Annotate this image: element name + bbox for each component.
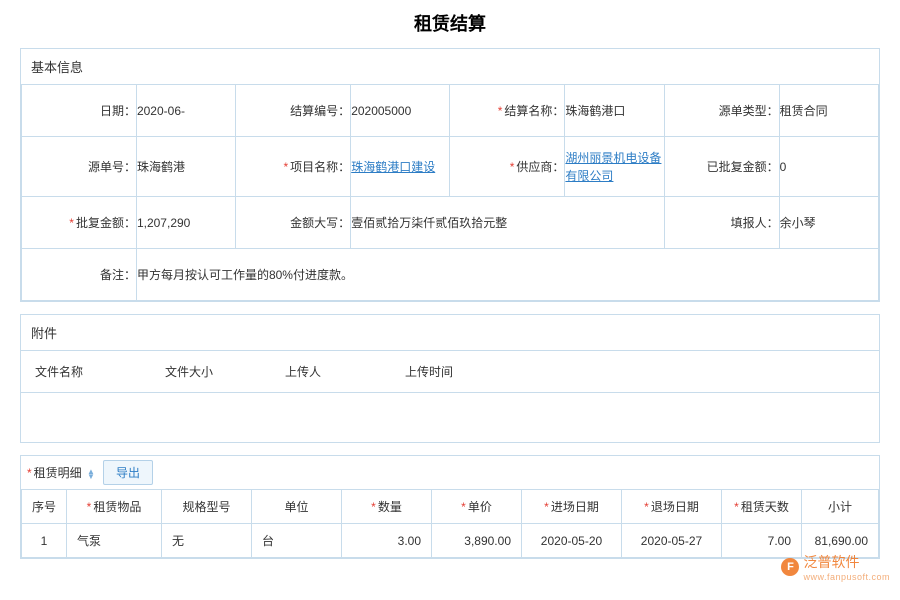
col-qty-text: 数量 xyxy=(378,500,402,514)
value-src-no: 珠海鹤港 xyxy=(136,137,235,197)
attachments-columns: 文件名称 文件大小 上传人 上传时间 xyxy=(21,350,879,392)
sort-icon[interactable]: ▲▼ xyxy=(87,469,95,479)
value-amt-cn: 壹佰贰拾万柒仟贰佰玖拾元整 xyxy=(351,197,665,249)
table-row: 1 气泵 无 台 3.00 3,890.00 2020-05-20 2020-0… xyxy=(22,524,879,558)
detail-tab[interactable]: *租赁明细 ▲▼ xyxy=(27,464,95,481)
col-days: *租赁天数 xyxy=(722,490,802,524)
attachments-header: 附件 xyxy=(21,315,879,350)
label-settle-name: *结算名称： xyxy=(450,85,565,137)
col-in-date-text: 进场日期 xyxy=(551,500,599,514)
label-remark: 备注： xyxy=(22,249,137,301)
cell-unit: 台 xyxy=(252,524,342,558)
label-reporter: 填报人： xyxy=(664,197,779,249)
col-subtotal: 小计 xyxy=(802,490,879,524)
basic-info-section: 基本信息 日期： 2020-06- 结算编号： 202005000 *结算名称：… xyxy=(20,48,880,302)
label-supplier: *供应商： xyxy=(450,137,565,197)
detail-tab-label: 租赁明细 xyxy=(34,466,82,480)
col-item: *租赁物品 xyxy=(67,490,162,524)
label-src-no: 源单号： xyxy=(22,137,137,197)
export-button[interactable]: 导出 xyxy=(103,460,153,485)
col-unit: 单位 xyxy=(252,490,342,524)
cell-seq: 1 xyxy=(22,524,67,558)
cell-spec: 无 xyxy=(162,524,252,558)
col-qty: *数量 xyxy=(342,490,432,524)
supplier-link[interactable]: 湖州丽景机电设备有限公司 xyxy=(565,149,663,185)
label-project-text: 项目名称： xyxy=(290,160,350,174)
col-days-text: 租赁天数 xyxy=(741,500,789,514)
cell-price: 3,890.00 xyxy=(432,524,522,558)
col-seq: 序号 xyxy=(22,490,67,524)
attach-col-size: 文件大小 xyxy=(151,351,271,392)
cell-subtotal: 81,690.00 xyxy=(802,524,879,558)
label-amt-cn: 金额大写： xyxy=(236,197,351,249)
grid-header-row: 序号 *租赁物品 规格型号 单位 *数量 *单价 *进场日期 *退场日期 *租赁… xyxy=(22,490,879,524)
detail-section: *租赁明细 ▲▼ 导出 序号 *租赁物品 规格型号 单位 *数量 *单价 *进场… xyxy=(20,455,880,559)
watermark-sub: www.fanpusoft.com xyxy=(803,572,890,582)
label-approve-amt: *批复金额： xyxy=(22,197,137,249)
value-project-cell: 珠海鹤港口建设 xyxy=(351,137,450,197)
label-settle-no: 结算编号： xyxy=(236,85,351,137)
basic-info-header: 基本信息 xyxy=(21,49,879,84)
basic-info-table: 日期： 2020-06- 结算编号： 202005000 *结算名称： 珠海鹤港… xyxy=(21,84,879,301)
label-settle-name-text: 结算名称： xyxy=(504,104,564,118)
attach-col-uploader: 上传人 xyxy=(271,351,391,392)
cell-days: 7.00 xyxy=(722,524,802,558)
attachments-section: 附件 文件名称 文件大小 上传人 上传时间 xyxy=(20,314,880,443)
label-approve-amt-text: 批复金额： xyxy=(76,216,136,230)
label-date: 日期： xyxy=(22,85,137,137)
col-spec: 规格型号 xyxy=(162,490,252,524)
col-price-text: 单价 xyxy=(468,500,492,514)
value-settle-name: 珠海鹤港口 xyxy=(565,85,664,137)
col-out-date-text: 退场日期 xyxy=(651,500,699,514)
attach-col-time: 上传时间 xyxy=(391,351,551,392)
value-remark: 甲方每月按认可工作量的80%付进度款。 xyxy=(136,249,878,301)
label-src-type: 源单类型： xyxy=(664,85,779,137)
value-settle-no: 202005000 xyxy=(351,85,450,137)
value-reporter: 余小琴 xyxy=(779,197,878,249)
cell-in-date: 2020-05-20 xyxy=(522,524,622,558)
label-project: *项目名称： xyxy=(236,137,351,197)
attach-col-name: 文件名称 xyxy=(21,351,151,392)
cell-out-date: 2020-05-27 xyxy=(622,524,722,558)
col-in-date: *进场日期 xyxy=(522,490,622,524)
cell-item: 气泵 xyxy=(67,524,162,558)
cell-qty: 3.00 xyxy=(342,524,432,558)
attachments-empty-row xyxy=(21,392,879,442)
project-link[interactable]: 珠海鹤港口建设 xyxy=(351,158,435,176)
col-price: *单价 xyxy=(432,490,522,524)
col-out-date: *退场日期 xyxy=(622,490,722,524)
value-supplier-cell: 湖州丽景机电设备有限公司 xyxy=(565,137,664,197)
value-date: 2020-06- xyxy=(136,85,235,137)
value-src-type: 租赁合同 xyxy=(779,85,878,137)
detail-toolbar: *租赁明细 ▲▼ 导出 xyxy=(21,456,879,489)
value-approved-amt: 0 xyxy=(779,137,878,197)
watermark-icon: F xyxy=(781,558,799,576)
value-approve-amt: 1,207,290 xyxy=(136,197,235,249)
label-supplier-text: 供应商： xyxy=(516,160,564,174)
col-item-text: 租赁物品 xyxy=(93,500,141,514)
page-title: 租赁结算 xyxy=(20,10,880,36)
label-approved-amt: 已批复金额： xyxy=(664,137,779,197)
detail-grid: 序号 *租赁物品 规格型号 单位 *数量 *单价 *进场日期 *退场日期 *租赁… xyxy=(21,489,879,558)
